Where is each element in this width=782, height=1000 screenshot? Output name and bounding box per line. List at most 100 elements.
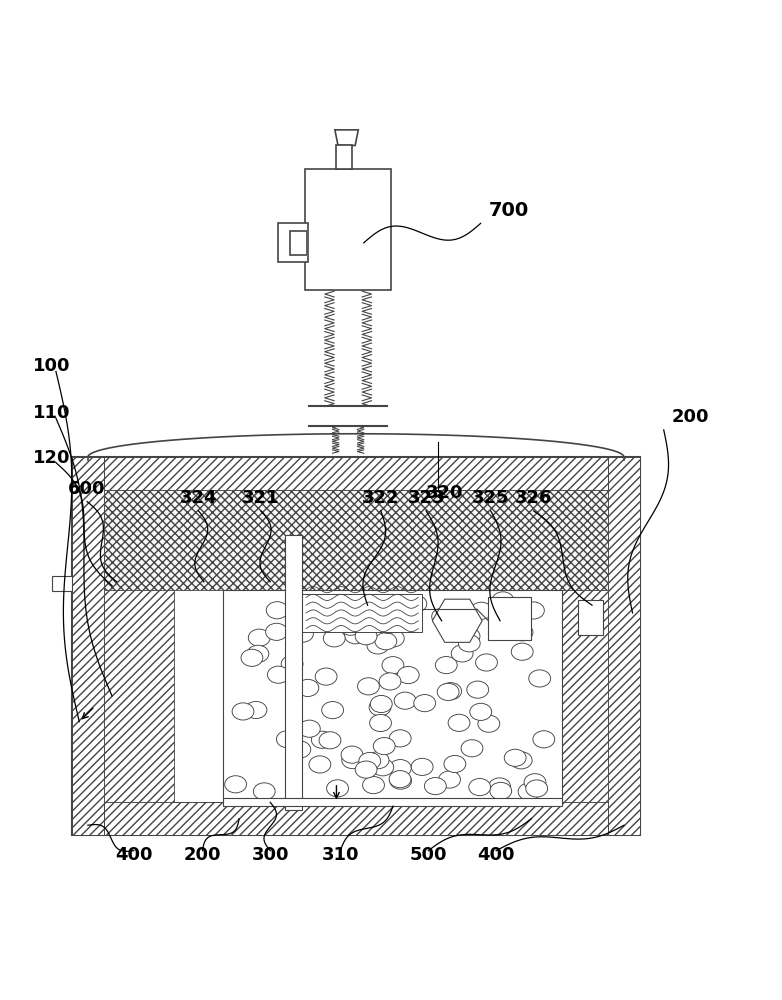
Ellipse shape <box>425 778 447 795</box>
Ellipse shape <box>448 714 470 731</box>
Text: 500: 500 <box>410 846 447 864</box>
Ellipse shape <box>470 703 492 720</box>
Ellipse shape <box>471 602 492 619</box>
Ellipse shape <box>267 602 288 619</box>
Bar <box>224 798 562 806</box>
Bar <box>278 223 307 262</box>
Ellipse shape <box>468 779 490 796</box>
Ellipse shape <box>363 777 385 794</box>
Ellipse shape <box>437 683 459 700</box>
Ellipse shape <box>414 695 436 712</box>
Ellipse shape <box>247 645 269 662</box>
Ellipse shape <box>378 616 400 633</box>
Ellipse shape <box>292 625 314 642</box>
Ellipse shape <box>319 732 341 749</box>
Ellipse shape <box>366 608 388 625</box>
Bar <box>537 590 608 802</box>
Ellipse shape <box>405 595 427 612</box>
Text: 200: 200 <box>184 846 221 864</box>
Bar <box>71 802 640 835</box>
Ellipse shape <box>511 624 533 641</box>
Ellipse shape <box>458 635 480 652</box>
Ellipse shape <box>453 615 475 632</box>
Bar <box>302 594 422 632</box>
Ellipse shape <box>382 630 404 647</box>
Bar <box>71 457 640 490</box>
Bar <box>489 597 531 640</box>
Ellipse shape <box>341 746 363 763</box>
Ellipse shape <box>490 782 511 800</box>
Ellipse shape <box>277 731 298 748</box>
Ellipse shape <box>282 655 303 673</box>
Ellipse shape <box>253 783 275 800</box>
Ellipse shape <box>367 637 389 654</box>
Ellipse shape <box>327 780 349 797</box>
Ellipse shape <box>297 679 319 697</box>
Ellipse shape <box>342 752 364 769</box>
Ellipse shape <box>355 628 377 645</box>
Ellipse shape <box>389 771 411 788</box>
Ellipse shape <box>311 731 333 748</box>
Bar <box>104 590 174 802</box>
Ellipse shape <box>511 752 532 769</box>
Ellipse shape <box>397 666 419 684</box>
Ellipse shape <box>489 778 511 795</box>
Bar <box>52 576 71 591</box>
Polygon shape <box>432 599 482 642</box>
Text: 600: 600 <box>68 480 106 498</box>
Ellipse shape <box>375 633 396 650</box>
Ellipse shape <box>357 678 379 695</box>
Ellipse shape <box>299 720 321 737</box>
Ellipse shape <box>309 756 331 773</box>
Ellipse shape <box>266 623 288 640</box>
Ellipse shape <box>436 657 457 674</box>
Ellipse shape <box>504 749 526 766</box>
Text: 400: 400 <box>478 846 515 864</box>
Ellipse shape <box>526 780 547 797</box>
Ellipse shape <box>335 614 357 631</box>
Ellipse shape <box>529 670 551 687</box>
Ellipse shape <box>321 605 343 622</box>
Ellipse shape <box>511 643 533 660</box>
Ellipse shape <box>444 755 466 773</box>
Ellipse shape <box>332 615 354 632</box>
Ellipse shape <box>518 783 540 800</box>
Ellipse shape <box>289 741 310 758</box>
Ellipse shape <box>533 731 554 748</box>
Ellipse shape <box>368 752 389 769</box>
Ellipse shape <box>321 702 343 719</box>
Ellipse shape <box>458 628 480 645</box>
Text: 310: 310 <box>321 846 359 864</box>
Ellipse shape <box>359 752 381 770</box>
Ellipse shape <box>355 761 377 778</box>
Polygon shape <box>335 130 358 145</box>
Ellipse shape <box>451 645 473 662</box>
Ellipse shape <box>478 715 500 732</box>
Ellipse shape <box>354 620 376 638</box>
Bar <box>224 590 562 802</box>
Text: 110: 110 <box>33 404 70 422</box>
Bar <box>305 169 391 290</box>
Ellipse shape <box>339 618 361 635</box>
Text: 100: 100 <box>33 357 70 375</box>
Bar <box>104 490 608 590</box>
Ellipse shape <box>394 692 416 709</box>
Ellipse shape <box>492 592 514 609</box>
Ellipse shape <box>369 699 391 716</box>
Ellipse shape <box>372 759 393 776</box>
Text: 323: 323 <box>407 489 445 507</box>
Ellipse shape <box>389 730 411 747</box>
Ellipse shape <box>371 695 393 713</box>
Ellipse shape <box>232 703 254 720</box>
Ellipse shape <box>522 602 544 619</box>
Ellipse shape <box>439 771 461 788</box>
Ellipse shape <box>344 627 366 644</box>
Ellipse shape <box>315 668 337 685</box>
Text: 300: 300 <box>252 846 289 864</box>
Bar <box>71 457 104 835</box>
Text: 320: 320 <box>426 484 464 502</box>
Ellipse shape <box>467 681 489 698</box>
Ellipse shape <box>382 657 404 674</box>
Ellipse shape <box>389 760 411 777</box>
Text: 400: 400 <box>115 846 152 864</box>
